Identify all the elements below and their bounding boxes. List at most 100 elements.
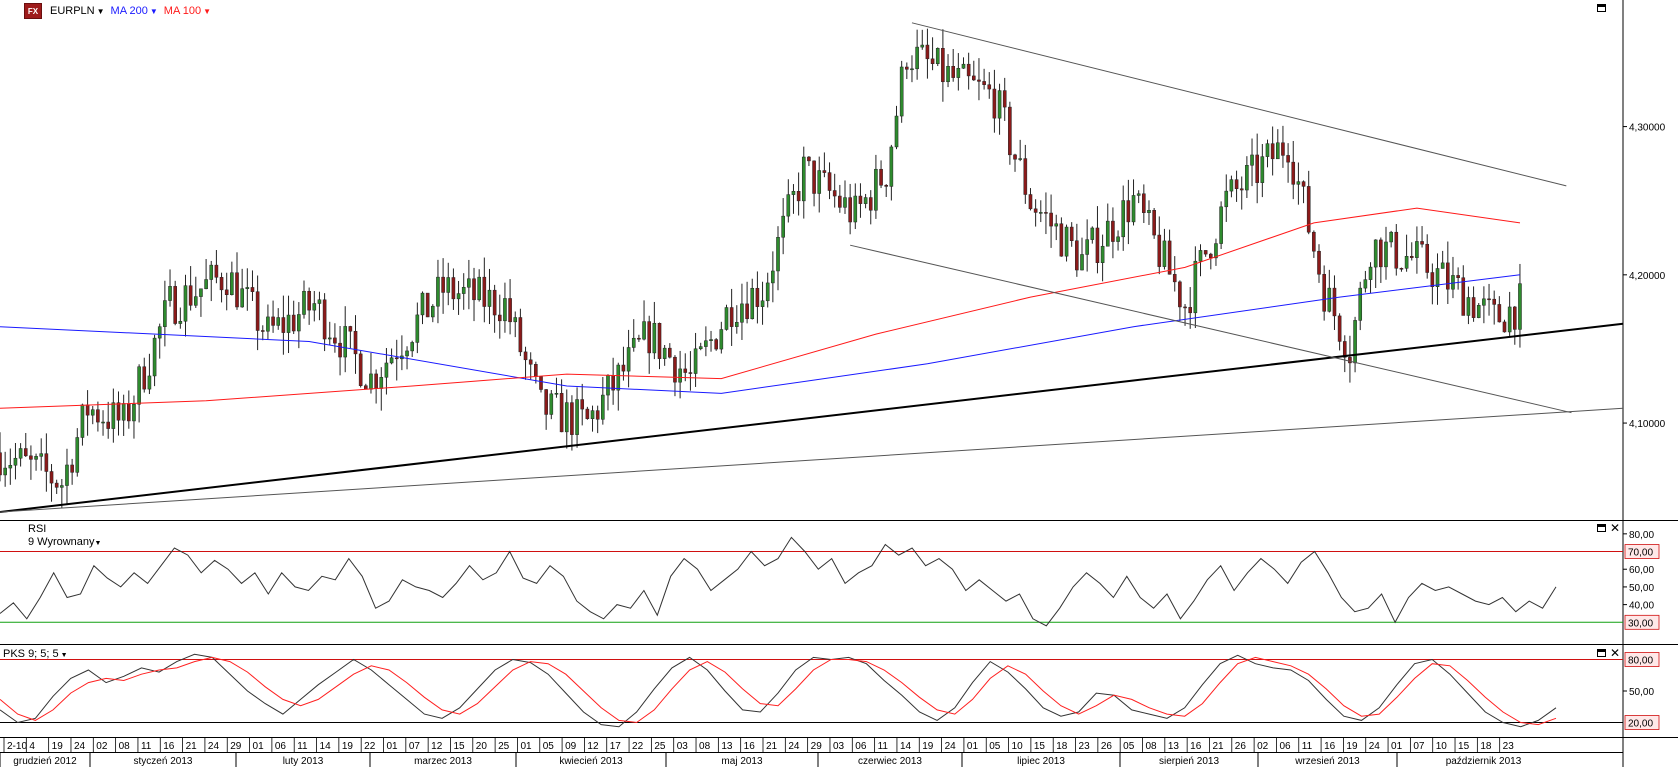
day-label: 16: [744, 741, 756, 752]
bear-candle: [827, 172, 832, 191]
bear-candle: [951, 66, 955, 78]
bull-candle: [894, 115, 899, 148]
bear-candle: [49, 471, 54, 484]
bull-candle: [1518, 283, 1522, 330]
bear-candle: [1399, 268, 1404, 270]
bear-candle: [585, 408, 590, 419]
day-label: 25: [654, 741, 666, 752]
bull-candle: [1198, 250, 1203, 262]
bear-candle: [755, 287, 760, 307]
day-label: 02: [96, 741, 108, 752]
day-label: 21: [186, 741, 198, 752]
day-label: 23: [1503, 741, 1515, 752]
bear-candle: [1461, 277, 1466, 316]
bull-candle: [276, 317, 281, 326]
bear-candle: [905, 66, 909, 70]
day-label: 13: [721, 741, 733, 752]
ma200-selector[interactable]: MA 200 ▼: [110, 5, 158, 17]
bull-candle: [1466, 297, 1471, 316]
bull-candle: [8, 464, 13, 469]
bull-candle: [121, 403, 126, 421]
bear-candle: [1322, 274, 1326, 312]
bear-candle: [1023, 158, 1028, 195]
day-label: 15: [453, 741, 465, 752]
bull-candle: [734, 322, 739, 327]
bear-candle: [374, 373, 378, 389]
bear-candle: [1069, 226, 1074, 241]
bear-candle: [1502, 321, 1507, 333]
day-label: 01: [967, 741, 979, 752]
day-label: 10: [1436, 741, 1448, 752]
bull-candle: [652, 322, 657, 354]
maximize-pks-icon[interactable]: [1597, 649, 1606, 657]
close-pks-icon[interactable]: ✕: [1610, 646, 1621, 660]
day-label: 12: [587, 741, 599, 752]
bear-candle: [1059, 223, 1064, 257]
pks-level-label: 80,00: [1628, 656, 1653, 667]
bear-candle: [188, 285, 193, 306]
ma100-line: [0, 207, 1521, 409]
bear-candle: [745, 303, 749, 320]
day-label: 17: [610, 741, 622, 752]
bull-candle: [1404, 256, 1409, 269]
bear-candle: [1456, 275, 1460, 278]
bear-candle: [528, 359, 533, 365]
symbol-selector[interactable]: EURPLN ▼: [50, 5, 105, 17]
bull-candle: [168, 286, 172, 301]
bull-candle: [137, 366, 141, 405]
month-label: styczeń 2013: [134, 756, 193, 767]
month-label: sierpień 2013: [1159, 756, 1219, 767]
bear-candle: [1167, 240, 1172, 275]
bull-candle: [1389, 231, 1393, 243]
bear-candle: [647, 321, 651, 354]
rsi-panel-label[interactable]: RSI 9 Wyrownany▼: [28, 523, 101, 550]
day-label: 06: [275, 741, 287, 752]
bear-candle: [1306, 186, 1311, 233]
day-label: 01: [520, 741, 532, 752]
bull-candle: [1224, 190, 1229, 208]
bear-candle: [1028, 194, 1033, 210]
bear-candle: [54, 482, 59, 488]
bull-candle: [1214, 243, 1218, 259]
day-label: 18: [1480, 741, 1492, 752]
bear-candle: [497, 314, 502, 322]
bear-candle: [559, 393, 564, 433]
day-label: 13: [1168, 741, 1180, 752]
bull-candle: [312, 303, 317, 311]
bull-candle: [193, 296, 198, 306]
bull-candle: [863, 197, 868, 204]
bear-candle: [142, 366, 147, 390]
pks-panel-label[interactable]: PKS 9; 5; 5 ▼: [3, 648, 68, 662]
bull-candle: [379, 377, 384, 389]
bull-candle: [554, 393, 559, 395]
day-label: 23: [1079, 741, 1091, 752]
pks-fast-line: [0, 653, 1557, 728]
bear-candle: [688, 372, 693, 374]
bull-candle: [80, 404, 85, 438]
bull-candle: [740, 303, 744, 323]
maximize-rsi-icon[interactable]: [1597, 524, 1606, 532]
month-label: lipiec 2013: [1017, 756, 1065, 767]
bear-candle: [96, 409, 100, 423]
bull-candle: [915, 46, 919, 70]
bull-candle: [693, 348, 698, 374]
bull-candle: [1435, 268, 1440, 287]
day-label: 05: [989, 741, 1001, 752]
bear-candle: [822, 170, 827, 173]
bear-candle: [1312, 231, 1316, 252]
bear-candle: [235, 272, 239, 308]
bull-candle: [178, 320, 183, 324]
caret-down-icon: ▼: [58, 652, 68, 659]
bear-candle: [930, 58, 935, 64]
day-label: 01: [387, 741, 399, 752]
bull-candle: [65, 464, 69, 486]
bear-candle: [807, 156, 811, 162]
bull-candle: [1219, 206, 1223, 244]
maximize-main-icon[interactable]: [1597, 4, 1606, 12]
bull-candle: [1368, 266, 1373, 280]
bear-candle: [534, 364, 538, 377]
day-label: 24: [945, 741, 957, 752]
ma100-selector[interactable]: MA 100 ▼: [163, 5, 212, 17]
close-rsi-icon[interactable]: ✕: [1610, 521, 1621, 535]
